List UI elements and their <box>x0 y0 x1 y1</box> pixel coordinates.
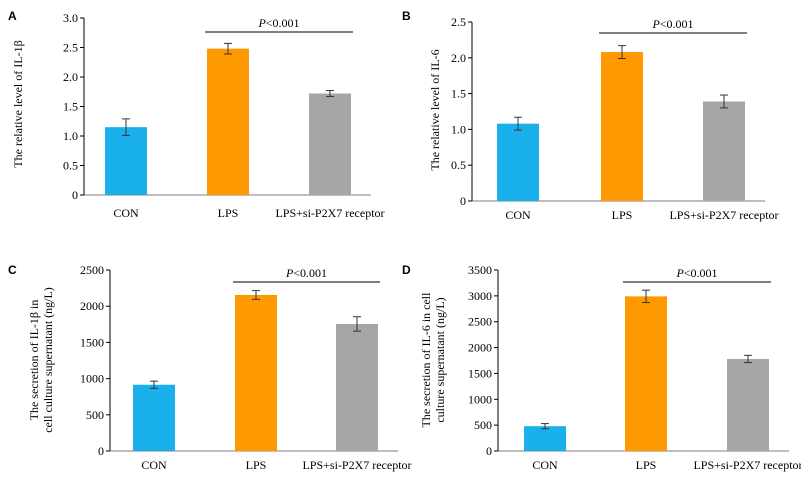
chart-panel-a: A 0 0.5 1.0 1.5 2.0 2.5 3.0 The relative level o… <box>8 9 385 220</box>
y-axis-label-line: The secretion of IL-6 in cell <box>419 292 433 428</box>
y-tick-label: 2.5 <box>451 15 466 29</box>
x-tick-label: LPS <box>218 206 239 220</box>
bar-lps <box>235 294 277 451</box>
panel-letter: C <box>8 263 17 277</box>
chart-panel-b: B 0 0.5 1.0 1.5 2.0 2.5 The relative level of I… <box>402 9 779 222</box>
y-tick-label: 0.5 <box>451 158 466 172</box>
bar-con <box>497 123 539 201</box>
bar-lps-si-p2x7 <box>309 93 351 195</box>
y-axis-label-line: The relative level of IL-1β <box>11 40 25 167</box>
p-value-annotation: P<0.001 <box>285 266 327 280</box>
bar-con <box>524 426 566 451</box>
p-value-letter: P <box>651 17 660 31</box>
y-tick-label: 2000 <box>468 341 492 355</box>
x-tick-label: LPS+si-P2X7 receptor <box>669 208 778 222</box>
chart-panel-c: C 0 500 1000 1500 2000 2500 The secretion of IL… <box>8 263 412 472</box>
y-tick-label: 1.5 <box>63 100 78 114</box>
y-axis-label: The secretion of IL-6 in cellculture sup… <box>419 292 447 428</box>
bar-con <box>105 127 147 195</box>
y-axis-label: The relative level of IL-1β <box>11 40 25 167</box>
y-tick-label: 0.5 <box>63 159 78 173</box>
y-tick-label: 2500 <box>468 315 492 329</box>
p-value-text: <0.001 <box>266 16 300 30</box>
y-tick-label: 2500 <box>80 263 104 277</box>
y-tick-label: 1000 <box>468 392 492 406</box>
x-tick-label: CON <box>532 458 558 472</box>
y-tick-label: 1.0 <box>451 122 466 136</box>
p-value-annotation: P<0.001 <box>257 16 299 30</box>
x-tick-label: CON <box>505 208 531 222</box>
y-tick-label: 2.0 <box>451 51 466 65</box>
p-value-text: <0.001 <box>293 266 327 280</box>
x-tick-label: LPS <box>612 208 633 222</box>
y-axis-label: The relative level of IL-6 <box>428 49 442 170</box>
y-tick-label: 0 <box>460 194 466 208</box>
bar-lps-si-p2x7 <box>727 358 769 451</box>
chart-panel-d: D 0 500 1000 1500 2000 2500 3000 3500 The secreti… <box>402 263 801 472</box>
y-tick-label: 0 <box>72 188 78 202</box>
y-tick-label: 3.0 <box>63 11 78 25</box>
x-tick-label: CON <box>141 458 167 472</box>
y-tick-label: 500 <box>86 408 104 422</box>
x-tick-label: LPS+si-P2X7 receptor <box>275 206 384 220</box>
p-value-annotation: P<0.001 <box>651 17 693 31</box>
y-tick-label: 3000 <box>468 289 492 303</box>
p-value-letter: P <box>257 16 266 30</box>
y-axis-label-line: culture supernatant (ng/L) <box>433 297 447 422</box>
bar-lps-si-p2x7 <box>703 101 745 201</box>
panel-letter: D <box>402 263 411 277</box>
bar-lps <box>601 52 643 202</box>
y-axis-label-line: The secretion of IL-1β in <box>27 300 41 421</box>
y-tick-label: 3500 <box>468 263 492 277</box>
y-axis-label-line: The relative level of IL-6 <box>428 49 442 170</box>
p-value-annotation: P<0.001 <box>675 266 717 280</box>
x-tick-label: LPS <box>246 458 267 472</box>
y-tick-label: 2.0 <box>63 70 78 84</box>
bar-con <box>133 384 175 451</box>
y-tick-label: 0 <box>486 444 492 458</box>
panel-letter: A <box>8 9 17 23</box>
y-tick-label: 1.5 <box>451 87 466 101</box>
y-tick-label: 500 <box>474 418 492 432</box>
bar-lps-si-p2x7 <box>336 323 378 451</box>
p-value-text: <0.001 <box>684 266 718 280</box>
y-tick-label: 1.0 <box>63 129 78 143</box>
y-axis-label: The secretion of IL-1β incell culture su… <box>27 287 55 433</box>
x-tick-label: LPS+si-P2X7 receptor <box>693 458 801 472</box>
x-tick-label: LPS <box>636 458 657 472</box>
bar-lps <box>625 296 667 451</box>
p-value-text: <0.001 <box>660 17 694 31</box>
y-axis-label-line: cell culture supernatant (ng/L) <box>41 287 55 433</box>
y-tick-label: 1000 <box>80 372 104 386</box>
y-tick-label: 2000 <box>80 299 104 313</box>
x-tick-label: LPS+si-P2X7 receptor <box>302 458 411 472</box>
y-tick-label: 0 <box>98 444 104 458</box>
x-tick-label: CON <box>113 206 139 220</box>
panel-letter: B <box>402 9 411 23</box>
bar-lps <box>207 48 249 196</box>
p-value-letter: P <box>285 266 294 280</box>
y-tick-label: 2.5 <box>63 41 78 55</box>
y-tick-label: 1500 <box>468 366 492 380</box>
y-tick-label: 1500 <box>80 335 104 349</box>
p-value-letter: P <box>675 266 684 280</box>
